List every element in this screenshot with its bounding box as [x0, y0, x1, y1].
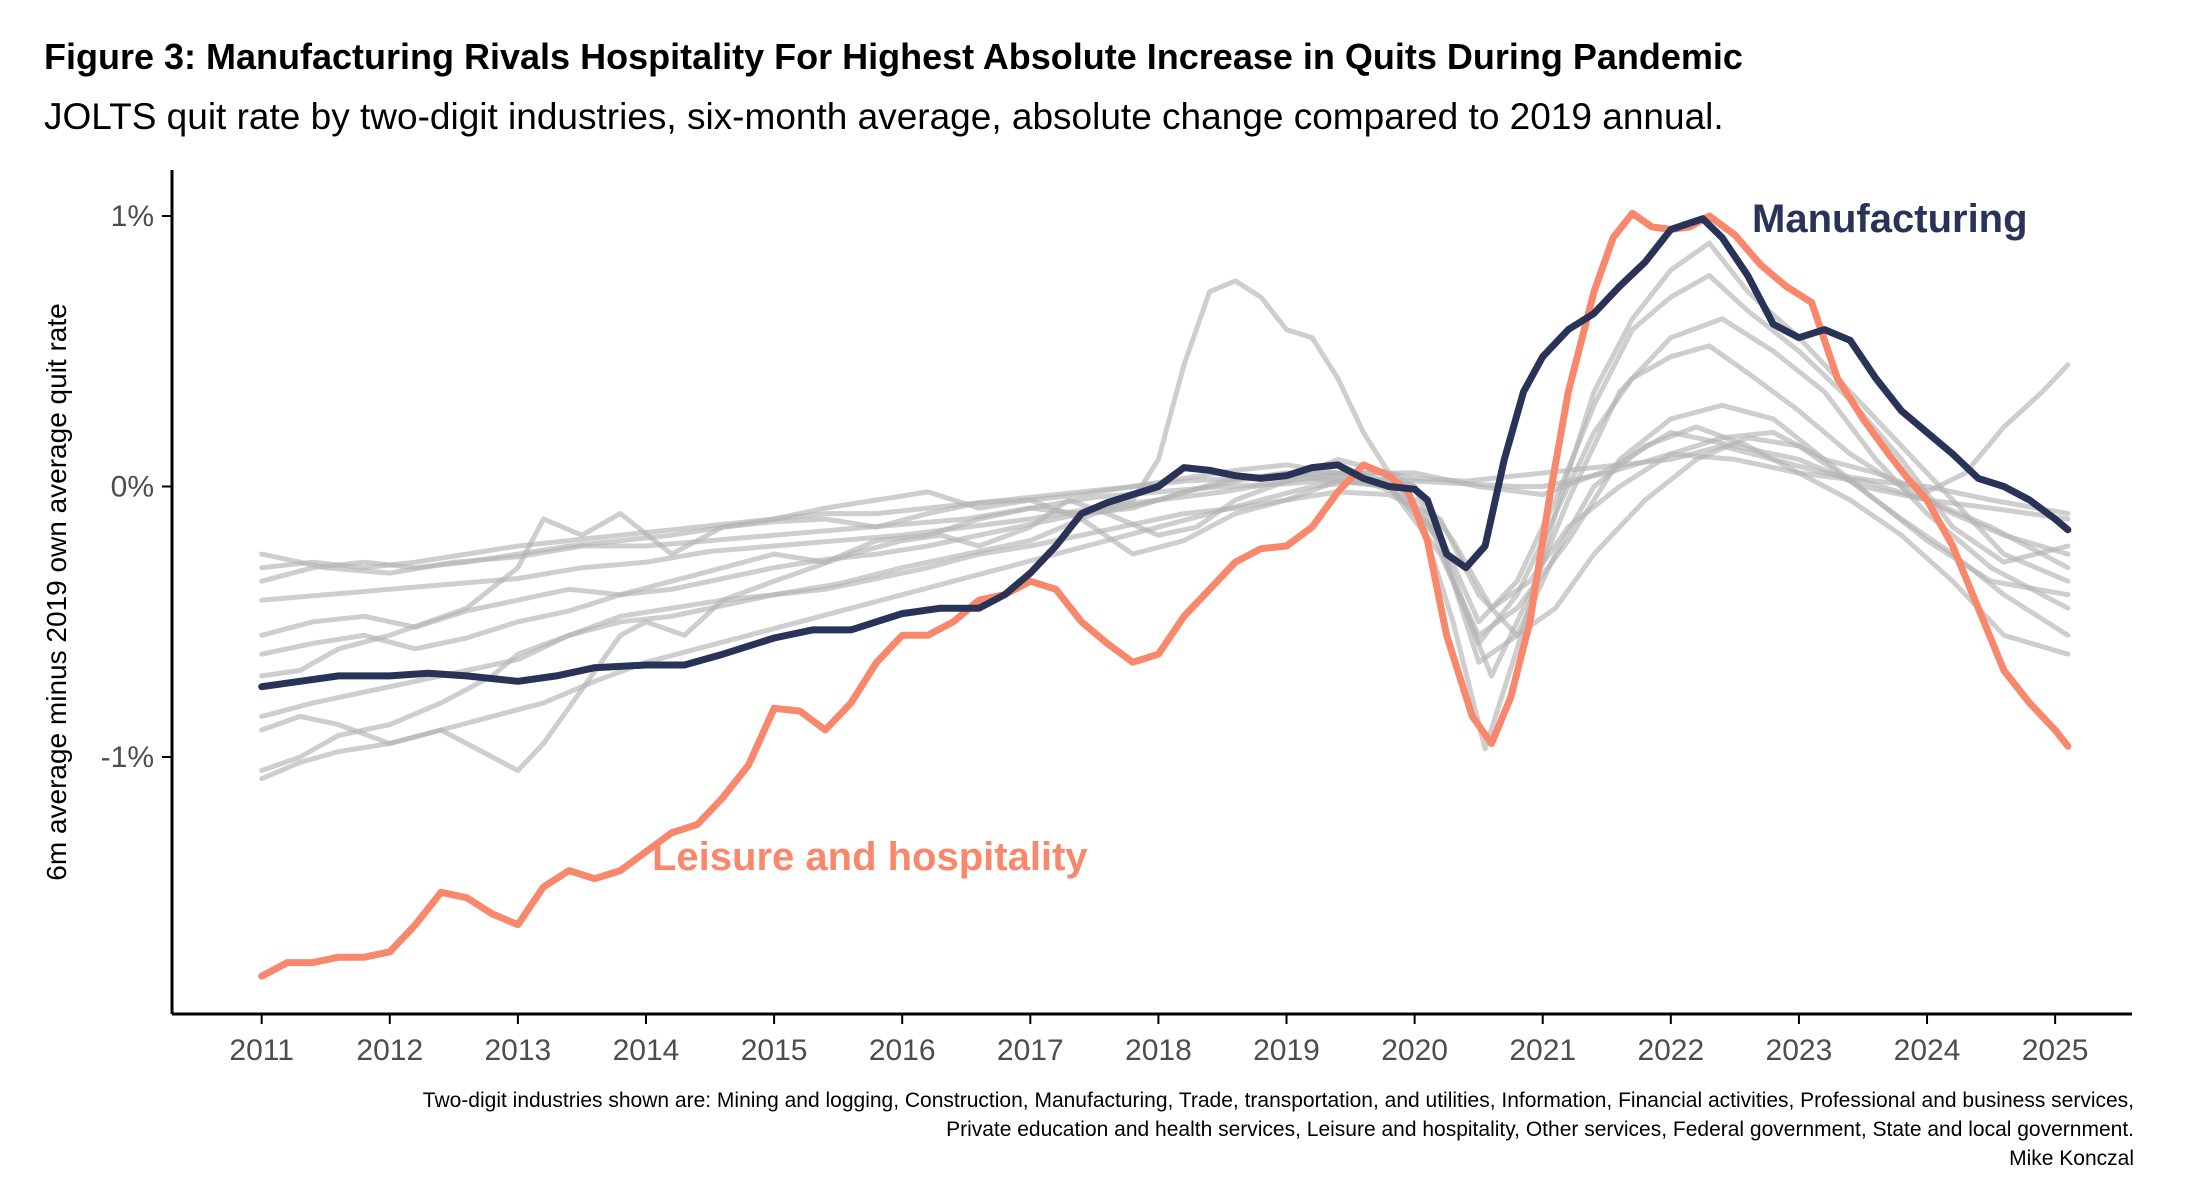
x-tick-label: 2015: [741, 1034, 808, 1067]
manufacturing-line: [258, 215, 2072, 691]
industry-line-8: [259, 273, 2071, 657]
leisure-hospitality-line: [258, 209, 2072, 980]
x-tick-label: 2024: [1894, 1034, 1961, 1067]
caption-line-1: Two-digit industries shown are: Mining a…: [422, 1089, 2134, 1112]
caption-line-2: Private education and health services, L…: [946, 1118, 2134, 1141]
chart-subtitle: JOLTS quit rate by two-digit industries,…: [44, 96, 1724, 137]
industry-line-4: [259, 424, 2071, 773]
x-tick-label: 2020: [1381, 1034, 1448, 1067]
y-axis-title: 6m average minus 2019 own average quit r…: [41, 303, 72, 880]
leisure-hospitality-label: Leisure and hospitality: [652, 835, 1088, 879]
x-tick-label: 2019: [1253, 1034, 1320, 1067]
industry-line-11: [259, 240, 2071, 782]
x-tick-label: 2012: [356, 1034, 423, 1067]
y-tick-label: 0%: [111, 471, 154, 504]
x-tick-label: 2014: [613, 1034, 680, 1067]
x-tick-label: 2011: [229, 1034, 294, 1067]
x-tick-label: 2018: [1125, 1034, 1192, 1067]
caption-author: Mike Konczal: [2009, 1147, 2134, 1170]
x-tick-label: 2017: [997, 1034, 1064, 1067]
industry-line-6: [259, 443, 2071, 584]
y-tick-label: 1%: [111, 200, 154, 233]
industry-line-9: [259, 435, 2071, 719]
manufacturing-label: Manufacturing: [1752, 197, 2028, 241]
x-tick-label: 2023: [1766, 1034, 1833, 1067]
chart-title: Figure 3: Manufacturing Rivals Hospitali…: [44, 36, 1743, 77]
x-tick-label: 2025: [2022, 1034, 2089, 1067]
industry-line-5: [259, 402, 2071, 679]
industry-line-10: [259, 343, 2071, 646]
y-tick-label: -1%: [101, 741, 154, 774]
chart-caption: Two-digit industries shown are: Mining a…: [423, 1086, 2134, 1173]
x-tick-label: 2013: [485, 1034, 552, 1067]
x-tick-label: 2016: [869, 1034, 936, 1067]
x-tick-label: 2022: [1637, 1034, 1704, 1067]
x-tick-label: 2021: [1509, 1034, 1576, 1067]
